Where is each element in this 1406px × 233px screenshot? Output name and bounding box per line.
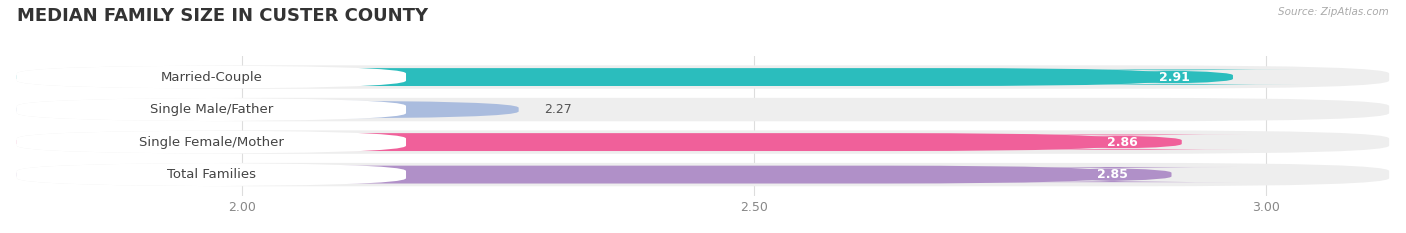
FancyBboxPatch shape	[17, 163, 1389, 186]
FancyBboxPatch shape	[17, 101, 519, 119]
FancyBboxPatch shape	[17, 130, 406, 154]
Text: Married-Couple: Married-Couple	[160, 71, 263, 84]
FancyBboxPatch shape	[17, 166, 1112, 184]
FancyBboxPatch shape	[17, 68, 1174, 86]
FancyBboxPatch shape	[17, 98, 406, 121]
Text: 2.27: 2.27	[544, 103, 572, 116]
FancyBboxPatch shape	[17, 65, 406, 89]
FancyBboxPatch shape	[17, 130, 1389, 154]
Text: 2.85: 2.85	[1097, 168, 1128, 181]
FancyBboxPatch shape	[997, 134, 1249, 150]
Text: 2.91: 2.91	[1159, 71, 1189, 84]
FancyBboxPatch shape	[1049, 69, 1299, 85]
Text: Source: ZipAtlas.com: Source: ZipAtlas.com	[1278, 7, 1389, 17]
Text: Total Families: Total Families	[167, 168, 256, 181]
Text: Single Female/Mother: Single Female/Mother	[139, 136, 284, 149]
FancyBboxPatch shape	[17, 133, 1123, 151]
FancyBboxPatch shape	[17, 163, 406, 186]
FancyBboxPatch shape	[17, 98, 1389, 121]
Text: Single Male/Father: Single Male/Father	[150, 103, 273, 116]
FancyBboxPatch shape	[17, 65, 1389, 89]
FancyBboxPatch shape	[987, 167, 1239, 182]
Text: 2.86: 2.86	[1108, 136, 1139, 149]
Text: MEDIAN FAMILY SIZE IN CUSTER COUNTY: MEDIAN FAMILY SIZE IN CUSTER COUNTY	[17, 7, 427, 25]
